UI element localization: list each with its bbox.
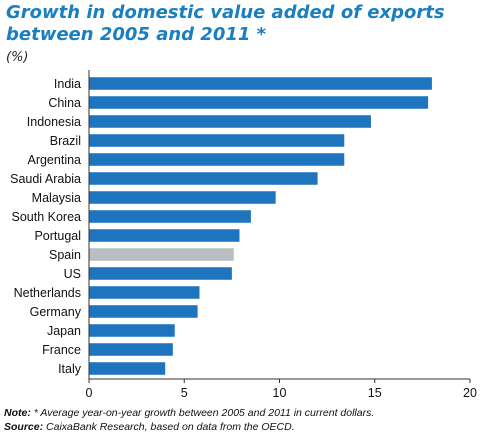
category-label: US <box>64 267 81 281</box>
category-label: China <box>48 96 81 110</box>
category-label: France <box>42 343 81 357</box>
category-label: Portugal <box>34 229 81 243</box>
category-label: Spain <box>49 248 81 262</box>
source-line: Source: CaixaBank Research, based on dat… <box>4 420 478 434</box>
bar-spain <box>89 248 234 261</box>
category-label: Italy <box>58 362 82 376</box>
bar-france <box>89 343 173 356</box>
source-label: Source: <box>4 421 44 433</box>
category-label: Brazil <box>50 134 81 148</box>
source-text: CaixaBank Research, based on data from t… <box>46 421 295 433</box>
x-tick-label: 20 <box>463 386 477 400</box>
category-label: Germany <box>30 305 82 319</box>
bar-indonesia <box>89 115 371 128</box>
note-label: Note: <box>4 407 31 419</box>
category-label: India <box>54 77 81 91</box>
footnotes: Note: * Average year-on-year growth betw… <box>4 406 478 434</box>
category-label: South Korea <box>12 210 82 224</box>
bar-saudi-arabia <box>89 172 318 185</box>
x-tick-label: 0 <box>86 386 93 400</box>
note-line: Note: * Average year-on-year growth betw… <box>4 406 478 420</box>
bar-germany <box>89 305 198 318</box>
category-label: Netherlands <box>14 286 81 300</box>
bar-argentina <box>89 153 345 166</box>
x-tick-label: 5 <box>181 386 188 400</box>
x-tick-label: 10 <box>273 386 287 400</box>
bar-china <box>89 96 429 109</box>
note-text: * Average year-on-year growth between 20… <box>33 407 375 419</box>
bar-india <box>89 77 432 90</box>
category-label: Indonesia <box>27 115 81 129</box>
x-tick-label: 15 <box>368 386 382 400</box>
bar-malaysia <box>89 191 276 204</box>
category-label: Japan <box>47 324 81 338</box>
bar-netherlands <box>89 286 200 299</box>
bar-brazil <box>89 134 345 147</box>
bar-italy <box>89 362 166 375</box>
bar-south-korea <box>89 210 251 223</box>
bar-us <box>89 267 232 280</box>
bar-japan <box>89 324 175 337</box>
category-label: Argentina <box>27 153 81 167</box>
bar-portugal <box>89 229 240 242</box>
category-label: Saudi Arabia <box>10 172 81 186</box>
unit-label: (%) <box>6 50 29 65</box>
category-label: Malaysia <box>32 191 81 205</box>
chart-title: Growth in domestic value added of export… <box>6 2 445 45</box>
